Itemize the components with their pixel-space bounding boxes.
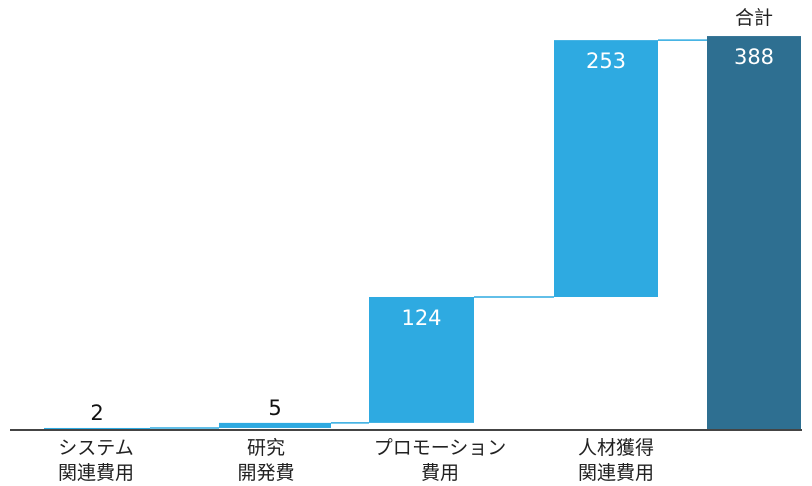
- category-label-2-0: プロモーション: [374, 437, 507, 459]
- category-label-0-1: 関連費用: [58, 462, 134, 484]
- category-label-3-1: 関連費用: [578, 462, 654, 484]
- category-label-1-1: 開発費: [237, 462, 294, 484]
- bar-3: [554, 40, 658, 297]
- value-label-1: 5: [268, 396, 281, 420]
- value-label-4: 388: [734, 45, 774, 69]
- bar-2: [369, 296, 474, 423]
- value-label-0: 2: [90, 401, 103, 425]
- category-label-1-0: 研究: [247, 437, 285, 459]
- category-label-3-0: 人材獲得: [578, 437, 654, 459]
- bar-0: [44, 427, 150, 430]
- bars-layer: [44, 36, 801, 431]
- category-label-2-1: 費用: [421, 462, 459, 484]
- category-label-0-0: システム: [58, 437, 133, 459]
- category-label-4-0: 合計: [735, 7, 773, 29]
- value-label-2: 124: [401, 306, 441, 330]
- bar-1: [219, 422, 331, 428]
- connectors-layer: [150, 39, 707, 429]
- value-label-3: 253: [586, 49, 626, 73]
- bar-total: [707, 36, 801, 431]
